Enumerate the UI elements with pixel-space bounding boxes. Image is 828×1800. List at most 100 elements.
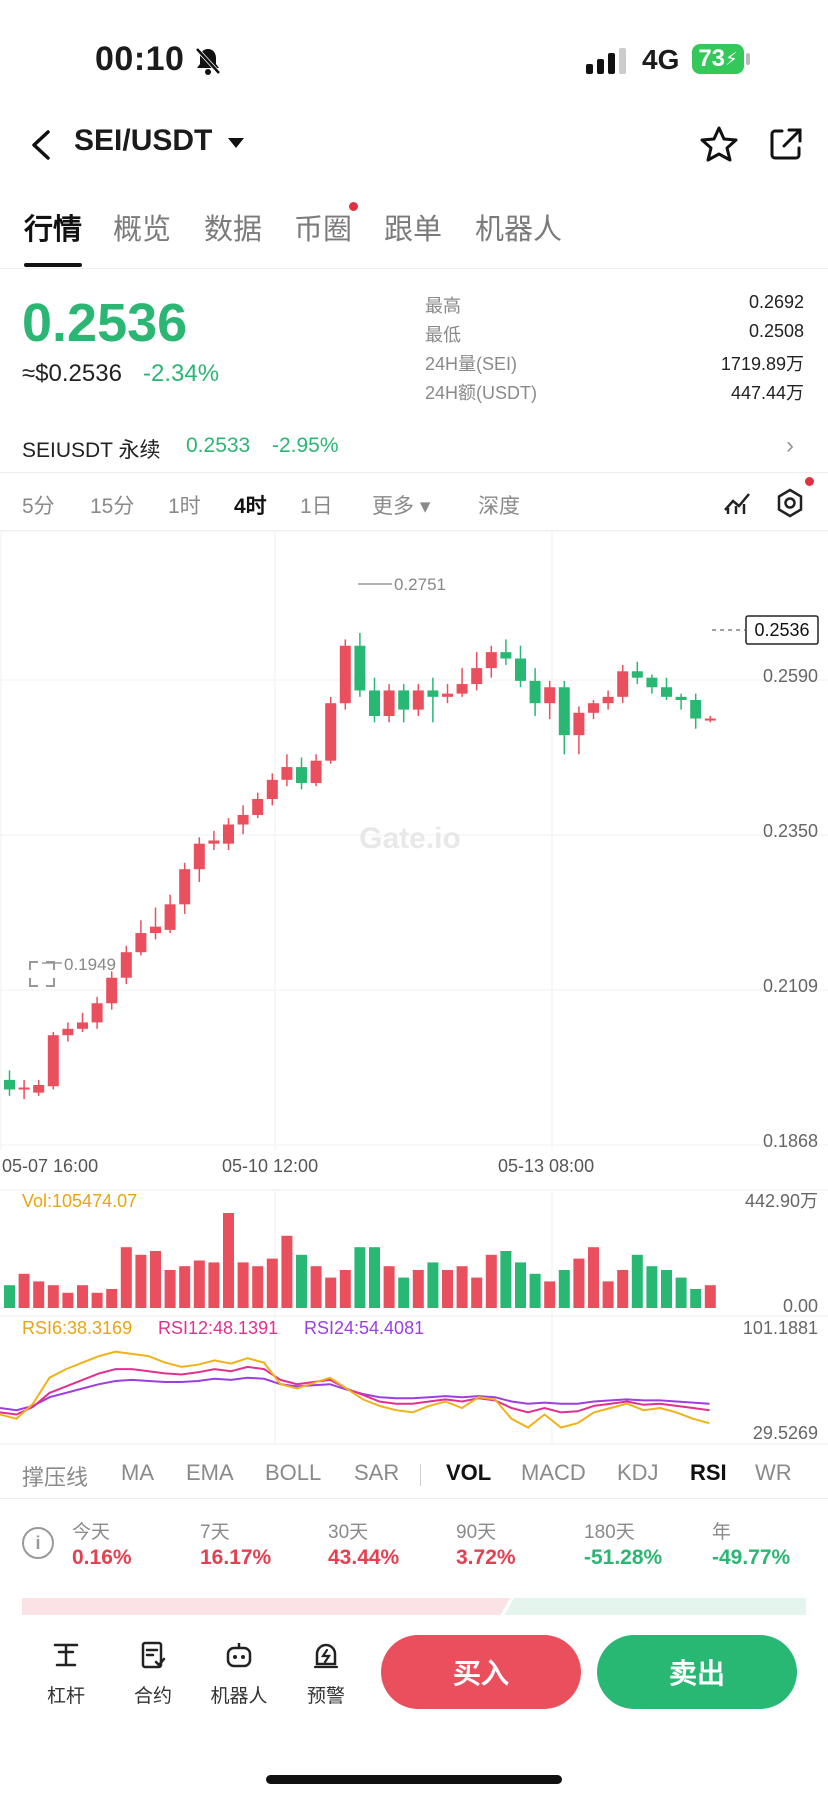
indicator-ema[interactable]: EMA (186, 1460, 234, 1485)
stat-high-label: 最高 (425, 296, 461, 316)
settings-notification-dot (805, 477, 814, 486)
volume-bar (602, 1281, 614, 1308)
volume-label: Vol:105474.07 (22, 1191, 137, 1211)
perf-label: 90天 (456, 1522, 497, 1543)
chart-svg: Gate.io 0.2590 0.2350 0.2109 0.1868 05-0… (0, 530, 828, 1445)
volume-bar (661, 1270, 672, 1308)
volume-bar (164, 1270, 176, 1308)
leverage-icon (53, 1643, 79, 1667)
info-icon[interactable]: i (22, 1527, 54, 1559)
candle-body (77, 1022, 88, 1029)
volume-bar (675, 1277, 687, 1308)
share-icon[interactable] (768, 126, 804, 167)
signal-icon (586, 48, 630, 79)
indicator-macd[interactable]: MACD (521, 1460, 586, 1485)
candle-body (369, 690, 380, 716)
volume-bar (500, 1251, 512, 1308)
nav-leverage[interactable]: 杠杆 (31, 1640, 101, 1708)
volume-min: 0.00 (783, 1296, 818, 1316)
price-tick: 0.1868 (763, 1131, 818, 1151)
volume-bar (427, 1262, 439, 1308)
nav-alerts[interactable]: 预警 (291, 1640, 361, 1708)
candle-body (252, 798, 264, 815)
nav-label: 合约 (133, 1686, 172, 1707)
indicator-sar[interactable]: SAR (354, 1460, 400, 1485)
timeframe-1h[interactable]: 1时 (168, 495, 201, 518)
nav-label: 预警 (306, 1686, 345, 1707)
rsi24-label: RSI24:54.4081 (304, 1318, 424, 1338)
contract-icon (141, 1641, 166, 1669)
volume-bar (106, 1289, 118, 1308)
volume-bar (77, 1285, 88, 1308)
candle-body (150, 926, 161, 934)
nav-contract[interactable]: 合约 (118, 1640, 188, 1708)
tab-overview[interactable]: 概览 (113, 214, 172, 246)
candle-body (18, 1087, 30, 1090)
volume-bar (296, 1254, 307, 1308)
price-tick: 0.2109 (763, 976, 818, 996)
battery-tip (746, 53, 750, 65)
perf-label: 7天 (200, 1522, 230, 1543)
perpetual-label[interactable]: SEIUSDT 永续 (22, 439, 161, 462)
notification-dot (349, 202, 358, 211)
chart-settings-icon[interactable] (775, 488, 805, 523)
time-axis: 05-07 16:00 05-10 12:00 05-13 08:00 (2, 1156, 594, 1176)
tab-bots[interactable]: 机器人 (475, 214, 563, 246)
current-price-box (745, 615, 819, 645)
indicator-vol[interactable]: VOL (446, 1460, 492, 1485)
stat-high-value: 0.2692 (748, 292, 804, 312)
robot-icon (226, 1643, 252, 1668)
timeframe-more[interactable]: 更多 ▾ (372, 495, 431, 518)
pair-selector[interactable]: SEI/USDT (74, 124, 213, 157)
volume-bar (208, 1262, 220, 1308)
volume-max: 442.90万 (745, 1191, 818, 1211)
volume-bar (179, 1266, 191, 1308)
chevron-left-icon (32, 130, 50, 160)
candle-body (398, 690, 410, 710)
perf-value: 43.44% (328, 1546, 400, 1569)
indicator-rsi[interactable]: RSI (690, 1460, 727, 1485)
perpetual-change: -2.95% (272, 434, 339, 457)
volume-bar (135, 1254, 147, 1308)
indicator-wr[interactable]: WR (755, 1460, 792, 1485)
candle-body (529, 680, 541, 704)
tab-data[interactable]: 数据 (204, 214, 263, 246)
indicator-ma[interactable]: MA (121, 1460, 154, 1485)
candle-body (515, 658, 526, 681)
indicator-kdj[interactable]: KDJ (617, 1460, 659, 1485)
stat-volume-label: 24H量(SEI) (425, 354, 518, 374)
candle-body (193, 843, 205, 870)
volume-bar (412, 1270, 424, 1308)
timeframe-depth[interactable]: 深度 (478, 495, 520, 518)
candle-body (471, 668, 483, 685)
rsi-lines (0, 1350, 710, 1429)
chevron-right-icon[interactable]: › (786, 432, 794, 459)
sell-button[interactable]: 卖出 (597, 1635, 797, 1709)
time-tick: 05-10 12:00 (222, 1156, 318, 1176)
timeframe-1d[interactable]: 1日 (300, 495, 333, 518)
perpetual-price: 0.2533 (186, 434, 251, 457)
mute-bell-icon (195, 46, 221, 81)
tab-copy-trading[interactable]: 跟单 (384, 214, 443, 246)
tab-community[interactable]: 币圈 (294, 214, 353, 246)
price-axis: 0.2590 0.2350 0.2109 0.1868 (763, 666, 818, 1151)
timeframe-5m[interactable]: 5分 (22, 495, 55, 518)
back-button[interactable] (28, 128, 54, 167)
price-chart[interactable]: Gate.io 0.2590 0.2350 0.2109 0.1868 05-0… (0, 530, 828, 1460)
candle-body (325, 703, 337, 761)
volume-bar (515, 1262, 526, 1308)
rsi6-line (0, 1350, 710, 1429)
favorite-star-icon[interactable] (700, 126, 738, 167)
timeframe-15m[interactable]: 15分 (90, 495, 135, 518)
volume-bar (310, 1266, 322, 1308)
chart-type-icon[interactable] (722, 488, 752, 523)
timeframe-4h[interactable]: 4时 (234, 495, 267, 518)
rsi6-label: RSI6:38.3169 (22, 1318, 132, 1338)
indicator-boll[interactable]: BOLL (265, 1460, 322, 1485)
indicator-support[interactable]: 撑压线 (22, 1465, 89, 1490)
buy-button[interactable]: 买入 (381, 1635, 581, 1709)
tab-market[interactable]: 行情 (24, 214, 83, 246)
caret-down-icon[interactable] (228, 138, 244, 148)
nav-bots[interactable]: 机器人 (204, 1640, 274, 1708)
price-change: -2.34% (143, 360, 220, 387)
